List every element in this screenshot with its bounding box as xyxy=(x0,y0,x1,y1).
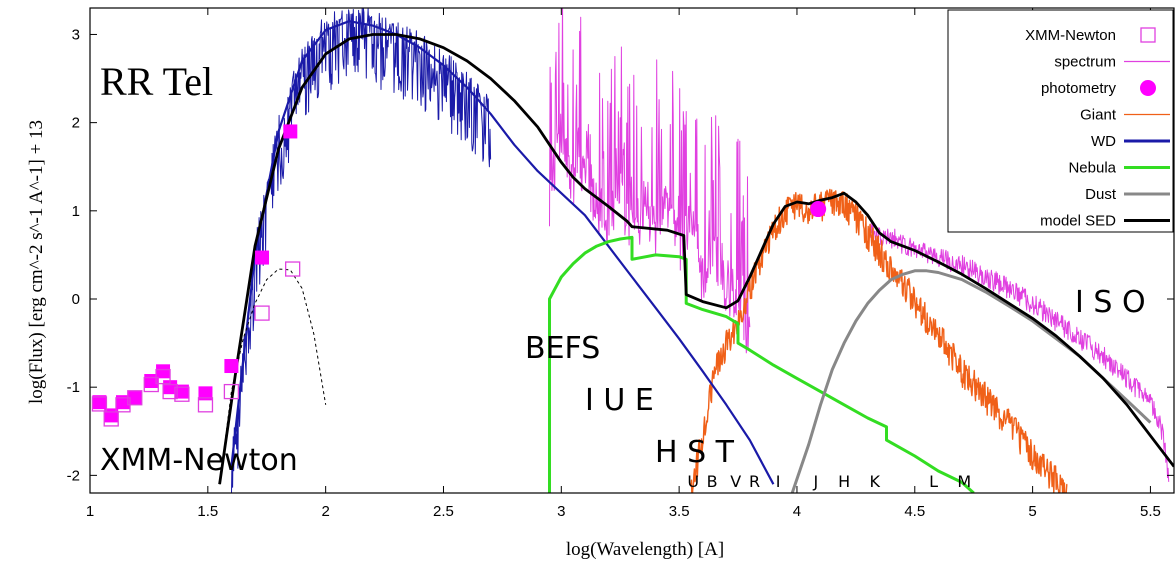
x-tick-label: 2 xyxy=(321,503,329,520)
plot-frame xyxy=(89,7,1175,494)
x-tick-label: 5.5 xyxy=(1140,503,1161,520)
photometry-point xyxy=(283,124,298,139)
legend-label: XMM-Newton xyxy=(1025,27,1116,44)
legend-label: Dust xyxy=(1085,186,1117,203)
nebula-line xyxy=(548,235,975,493)
legend-label: photometry xyxy=(1041,80,1117,97)
chart-title: RR Tel xyxy=(100,59,213,104)
wd-line xyxy=(230,20,775,485)
xmm-point xyxy=(127,390,143,406)
band-label: H xyxy=(838,472,850,491)
photometry-point xyxy=(198,386,213,401)
legend-swatch xyxy=(1140,27,1156,43)
y-tick-label: -1 xyxy=(67,379,80,396)
annotation-hst: H S T xyxy=(655,435,735,470)
annotation-iso: I S O xyxy=(1075,285,1146,320)
xmm-point xyxy=(155,368,171,385)
xmm-point xyxy=(197,397,214,413)
uv-spectrum-line xyxy=(231,8,492,493)
legend-label: Giant xyxy=(1080,107,1117,124)
band-label: K xyxy=(869,472,880,491)
photometry-point xyxy=(115,395,130,410)
photometry-point xyxy=(92,395,107,410)
xmm-point xyxy=(285,261,301,277)
x-tick-label: 4.5 xyxy=(904,503,925,520)
xmm-point xyxy=(91,396,108,412)
annotation-iue: I U E xyxy=(585,383,654,418)
y-axis: -2 -1 0 1 2 3 xyxy=(67,26,1174,484)
y-axis-label: log(Flux) [erg cm^-2 s^-1 A^-1] + 13 xyxy=(26,120,47,404)
photometry-point xyxy=(127,390,142,405)
legend-swatch xyxy=(1140,80,1156,96)
x-tick-label: 2.5 xyxy=(433,503,454,520)
y-tick-label: 3 xyxy=(72,26,80,43)
chart-marks xyxy=(91,8,1174,493)
annotation-befs: BEFS xyxy=(525,331,600,366)
y-tick-label: -2 xyxy=(67,467,80,484)
photometry-point xyxy=(224,359,239,374)
xmm-point xyxy=(174,386,190,402)
x-axis-label: log(Wavelength) [A] xyxy=(566,539,724,560)
band-label: M xyxy=(957,472,971,491)
band-label: V xyxy=(730,472,741,491)
y-tick-label: 0 xyxy=(72,291,80,308)
model-sed-line xyxy=(218,33,1174,485)
y-tick-label: 2 xyxy=(72,115,80,132)
xmm-point xyxy=(143,376,159,393)
band-label: J xyxy=(812,472,818,491)
legend: XMM-Newton spectrum photometry Giant WD Nebul… xyxy=(947,9,1174,233)
photometry-point xyxy=(255,250,270,265)
photometry-point xyxy=(174,384,189,399)
legend-label: WD xyxy=(1091,133,1116,150)
x-tick-label: 1.5 xyxy=(197,503,218,520)
x-axis: 1 1.5 2 2.5 3 3.5 4 4.5 5 5.5 xyxy=(86,8,1161,520)
band-label: B xyxy=(707,472,718,491)
annotation-xmm: XMM-Newton xyxy=(100,443,298,478)
photometry-point xyxy=(156,364,171,379)
band-label: U xyxy=(687,472,699,491)
xmm-point xyxy=(254,305,270,321)
band-label: I xyxy=(776,472,781,491)
xmm-point xyxy=(162,383,178,400)
legend-label: model SED xyxy=(1040,213,1116,230)
band-label: R xyxy=(749,472,760,491)
legend-label: Nebula xyxy=(1068,160,1116,177)
xmm-point xyxy=(103,411,119,427)
x-tick-label: 5 xyxy=(1028,503,1036,520)
xmm-point xyxy=(223,383,240,400)
x-tick-label: 1 xyxy=(86,503,94,520)
spectrum-line-iso xyxy=(867,223,1170,482)
giant-line xyxy=(690,188,1068,493)
x-tick-label: 3 xyxy=(557,503,565,520)
band-label: L xyxy=(929,472,938,491)
x-tick-label: 4 xyxy=(793,503,801,520)
y-tick-label: 1 xyxy=(72,203,80,220)
x-tick-label: 3.5 xyxy=(669,503,690,520)
legend-label: spectrum xyxy=(1054,54,1116,71)
photometry-point xyxy=(810,201,827,218)
spectrum-line-optical xyxy=(549,8,751,354)
